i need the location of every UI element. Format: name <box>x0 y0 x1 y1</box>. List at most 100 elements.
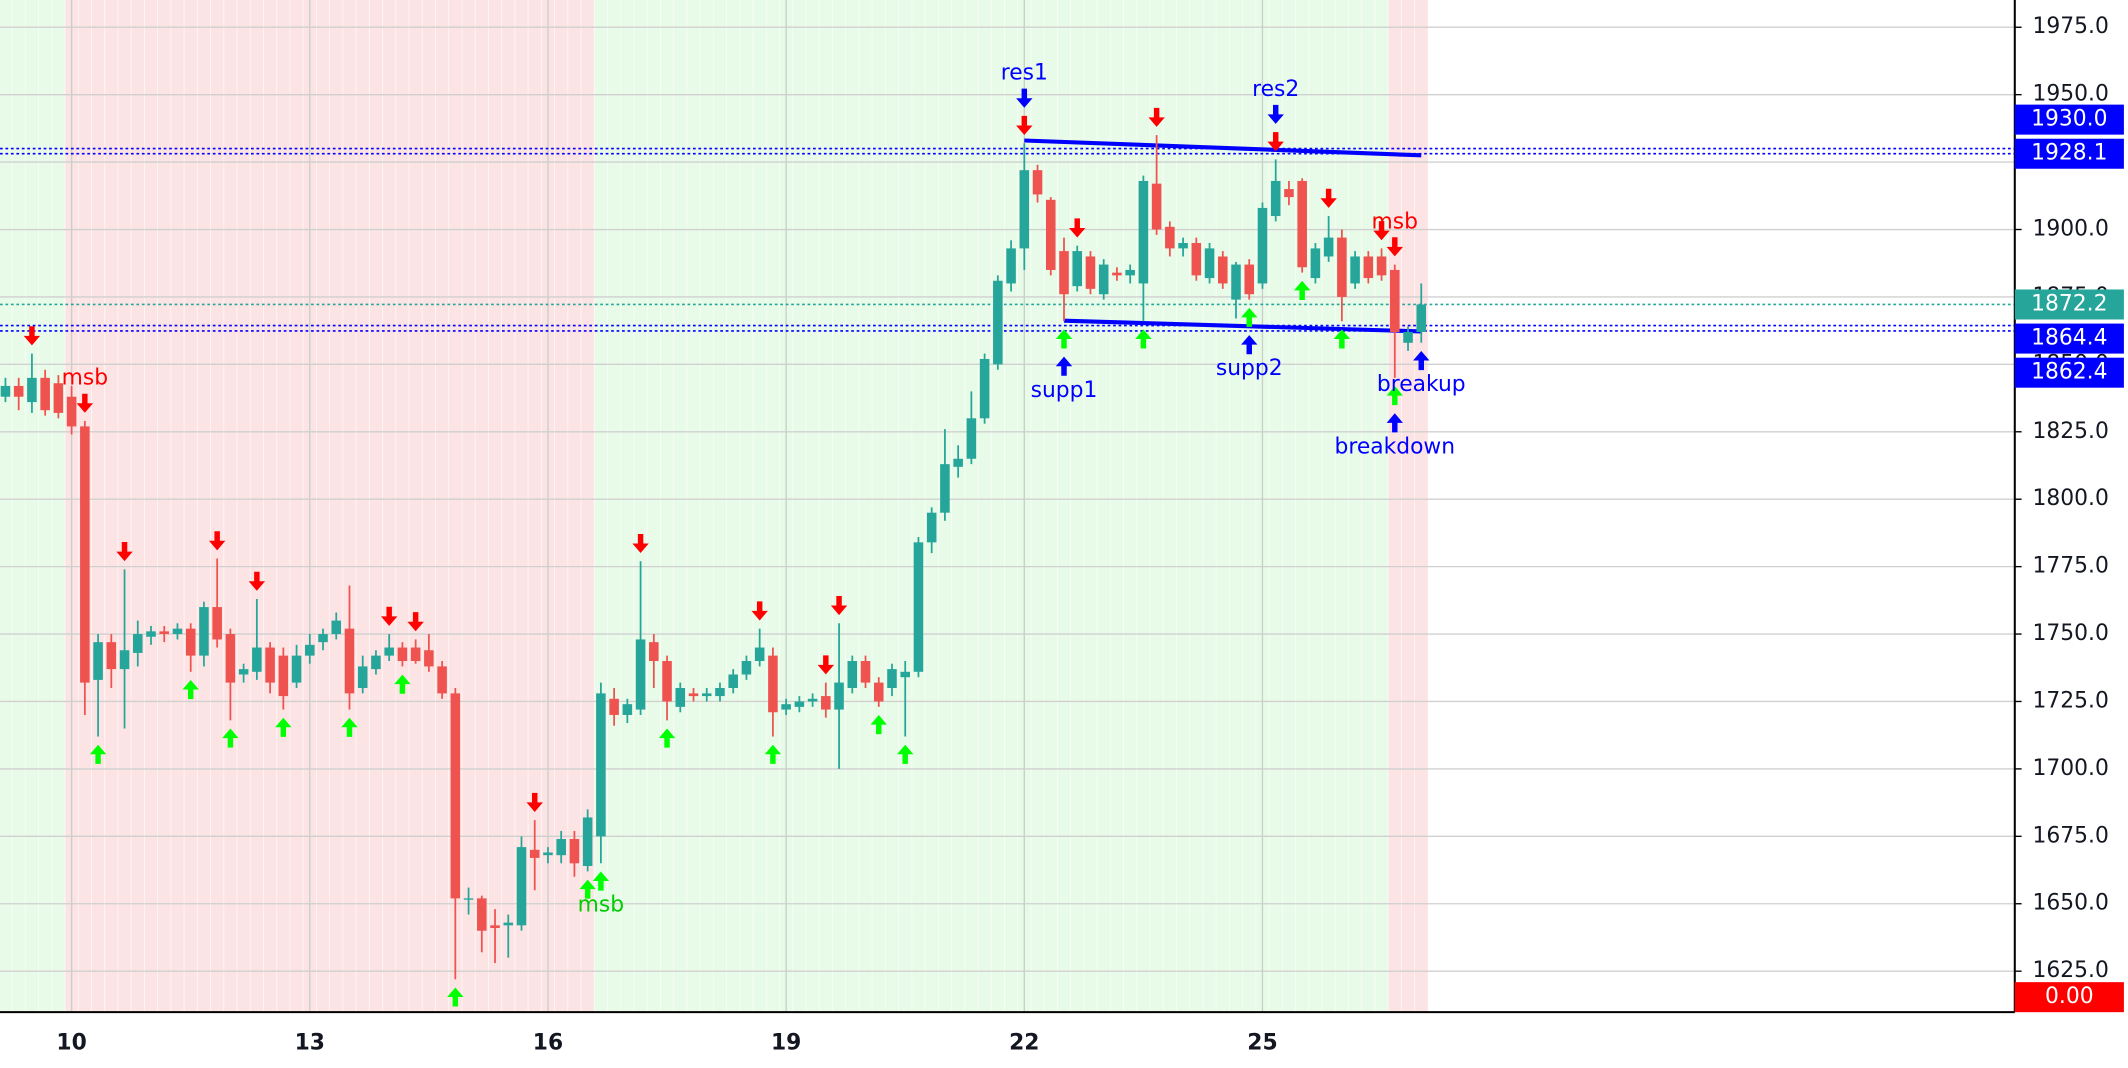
candle-body <box>940 464 950 513</box>
candle-body <box>410 647 421 662</box>
candle-body <box>1231 264 1241 300</box>
signal-arrow <box>897 744 914 764</box>
candle-body <box>887 669 897 688</box>
candle-body <box>715 687 725 697</box>
signal-arrow <box>275 717 292 737</box>
candle-body <box>1006 248 1016 284</box>
x-tick-label: 16 <box>533 1031 563 1056</box>
candle-body <box>1191 242 1202 276</box>
signal-arrow <box>764 744 782 764</box>
candle-body <box>649 642 659 662</box>
price-level-label: 1864.4 <box>2031 326 2107 351</box>
candle-body <box>1019 170 1030 249</box>
candle-body <box>582 817 593 866</box>
price-level-box <box>2014 104 2124 135</box>
candle-body <box>1151 183 1162 230</box>
candle-body <box>1323 237 1334 257</box>
candle-body <box>860 661 871 683</box>
candle-body <box>1376 256 1387 276</box>
candle-body <box>1284 189 1294 198</box>
candle-body <box>1032 170 1043 195</box>
candle-body <box>185 628 196 656</box>
candle-body <box>172 628 183 635</box>
candle-body <box>106 642 117 670</box>
candle-body <box>1138 180 1149 284</box>
signal-arrow <box>579 879 596 899</box>
candle-body <box>477 898 487 931</box>
candle-body <box>1218 256 1228 284</box>
candle-body <box>424 650 434 667</box>
candle-body <box>1363 256 1374 279</box>
price-level-box <box>2014 289 2124 320</box>
candle-body <box>503 922 514 926</box>
candle-body <box>979 358 990 419</box>
annotation: msb <box>1372 209 1418 234</box>
candle-body <box>305 644 315 656</box>
price-level-label: 1872.2 <box>2031 291 2107 316</box>
trend-line <box>1024 138 1422 158</box>
candle-body <box>225 634 236 683</box>
candle-body <box>834 682 844 710</box>
signal-arrow <box>341 717 358 737</box>
annotation: msb <box>62 366 108 391</box>
x-tick-label: 19 <box>771 1031 801 1056</box>
background-layer <box>0 0 1428 1013</box>
candle-body <box>1045 199 1056 270</box>
candle-body <box>252 647 262 672</box>
y-tick-label: 1725.0 <box>2033 688 2109 713</box>
candle-body <box>926 512 937 543</box>
candle-body <box>238 669 249 675</box>
candle-body <box>344 628 355 694</box>
annotation: breakup <box>1377 372 1466 397</box>
candle-body <box>596 693 606 837</box>
signal-arrow <box>89 744 107 764</box>
annotation: breakdown <box>1334 434 1455 459</box>
candle-body <box>13 385 24 397</box>
y-tick-label: 1800.0 <box>2033 486 2109 511</box>
candle-body <box>27 377 37 403</box>
signal-arrow <box>23 326 41 346</box>
candle-body <box>953 458 963 467</box>
candle-body <box>847 661 858 688</box>
signal-arrow <box>658 728 676 748</box>
y-tick-label: 1950.0 <box>2033 82 2109 107</box>
candle-body <box>821 696 831 710</box>
signal-arrow <box>870 715 887 735</box>
candle-body <box>371 655 381 670</box>
candle-body <box>635 639 646 710</box>
signal-arrow <box>1241 307 1258 327</box>
price-level-box <box>2014 357 2124 388</box>
y-tick-label: 1625.0 <box>2033 958 2109 983</box>
y-tick-label: 1675.0 <box>2033 823 2109 848</box>
signal-arrow <box>394 674 411 694</box>
candle-body <box>1165 226 1175 249</box>
candle-body <box>1416 304 1427 332</box>
candle-body <box>543 852 553 856</box>
candle-body <box>622 704 633 715</box>
candle-body <box>450 693 461 899</box>
candle-body <box>357 666 368 688</box>
y-tick-label: 1700.0 <box>2033 756 2109 781</box>
candle-body <box>0 385 11 397</box>
candle-body <box>1072 251 1083 287</box>
signal-arrow <box>817 655 835 675</box>
signal-arrow <box>76 393 94 413</box>
candle-body <box>966 418 977 459</box>
candle-body <box>53 383 64 413</box>
marks-layer: msb msb res1 res2 supp1 supp2 msb breakup breakd… <box>0 61 2015 1007</box>
candle-body <box>146 631 156 637</box>
candle-body <box>1059 251 1069 295</box>
candle-body <box>119 650 130 670</box>
annotation: supp2 <box>1216 356 1283 381</box>
signal-arrow <box>1016 115 1033 136</box>
trend-line <box>1063 318 1422 334</box>
y-tick-label: 1900.0 <box>2033 217 2109 242</box>
candle-body <box>1112 272 1122 276</box>
signal-arrow <box>1267 104 1284 124</box>
candle-body <box>463 898 474 900</box>
y-tick-label: 1650.0 <box>2033 891 2109 916</box>
candle-body <box>1125 269 1135 276</box>
candle-body <box>490 925 500 929</box>
signal-arrow <box>1016 88 1033 108</box>
